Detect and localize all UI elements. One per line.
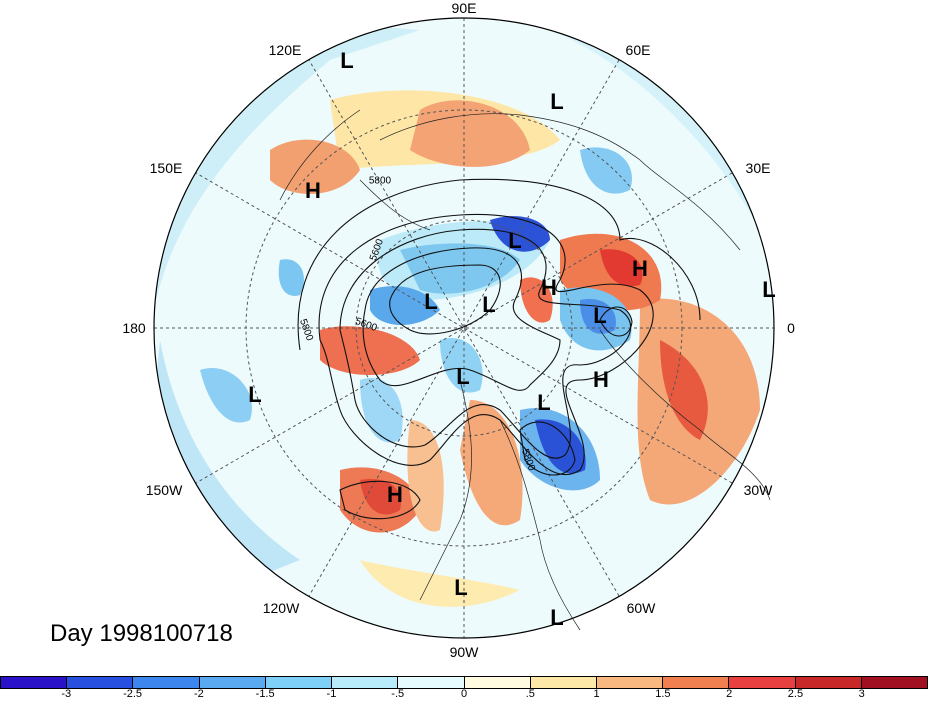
high-pressure-marker: H	[632, 256, 648, 281]
colorbar-tick-label: 0	[460, 688, 468, 700]
low-pressure-marker: L	[550, 89, 564, 114]
lon-label-0: 0	[787, 320, 795, 336]
lon-label-30e: 30E	[745, 160, 771, 176]
colorbar-swatch	[729, 677, 796, 688]
colorbar-tick-label: 3	[858, 688, 865, 700]
lon-label-60w: 60W	[626, 600, 656, 616]
contour-label: 5800	[368, 175, 392, 187]
colorbar-tick-label: .5	[525, 688, 535, 700]
colorbar-swatch	[199, 677, 266, 688]
colorbar-tick-label: -1.5	[255, 688, 275, 700]
colorbar-tick-label: -2	[193, 688, 204, 700]
plot-title: Day 1998100718	[50, 620, 233, 647]
low-pressure-marker: L	[508, 228, 522, 253]
lon-label-120e: 120E	[268, 42, 302, 58]
low-pressure-marker: L	[482, 292, 496, 317]
colorbar-tick-label: 1.5	[655, 688, 671, 700]
lon-label-90e: 90E	[451, 0, 477, 16]
high-pressure-marker: H	[305, 178, 321, 203]
colorbar-tick-label: -2.5	[123, 688, 143, 700]
low-pressure-marker: L	[550, 605, 564, 630]
height-contours	[297, 178, 701, 520]
high-pressure-marker: H	[387, 482, 403, 507]
colorbar-swatch	[398, 677, 465, 688]
colorbar-swatch	[795, 677, 862, 688]
colorbar-tick-label: 1	[593, 688, 600, 700]
colorbar-swatch	[530, 677, 597, 688]
colorbar-swatch	[265, 677, 333, 688]
lon-label-150e: 150E	[149, 160, 183, 176]
colorbar-swatch	[133, 677, 200, 688]
colorbar-swatch	[861, 677, 928, 688]
lon-label-180: 180	[122, 320, 146, 336]
lon-label-60e: 60E	[625, 42, 651, 58]
low-pressure-marker: L	[762, 277, 776, 302]
low-pressure-marker: L	[454, 575, 468, 600]
high-pressure-marker: H	[593, 367, 609, 392]
lon-label-30w: 30W	[743, 482, 773, 498]
colorbar-tick-label: -.5	[391, 688, 405, 700]
colorbar-swatch	[663, 677, 730, 688]
lon-label-120w: 120W	[262, 600, 300, 616]
colorbar-swatch	[67, 677, 134, 688]
low-pressure-marker: L	[593, 303, 607, 328]
high-pressure-marker: H	[541, 275, 557, 300]
low-pressure-marker: L	[456, 364, 470, 389]
map-boundary	[153, 17, 775, 639]
colorbar-tick-label: -1	[326, 688, 337, 700]
colorbar-swatch	[596, 677, 664, 688]
colorbar-tick-label: 2	[726, 688, 733, 700]
lon-label-90w: 90W	[449, 644, 479, 660]
colorbar-swatch	[464, 677, 531, 688]
colorbar-swatch	[1, 677, 68, 688]
coastlines	[279, 109, 771, 631]
low-pressure-marker: L	[340, 48, 354, 73]
colorbar-tick-label: -3	[61, 688, 72, 700]
lon-label-150w: 150W	[145, 482, 183, 498]
colorbar-swatch	[332, 677, 399, 688]
low-pressure-marker: L	[424, 289, 438, 314]
graticule	[154, 18, 774, 638]
colorbar-tick-label: 2.5	[787, 688, 804, 700]
colorbar	[0, 676, 928, 689]
low-pressure-marker: L	[537, 390, 551, 415]
low-pressure-marker: L	[248, 382, 262, 407]
